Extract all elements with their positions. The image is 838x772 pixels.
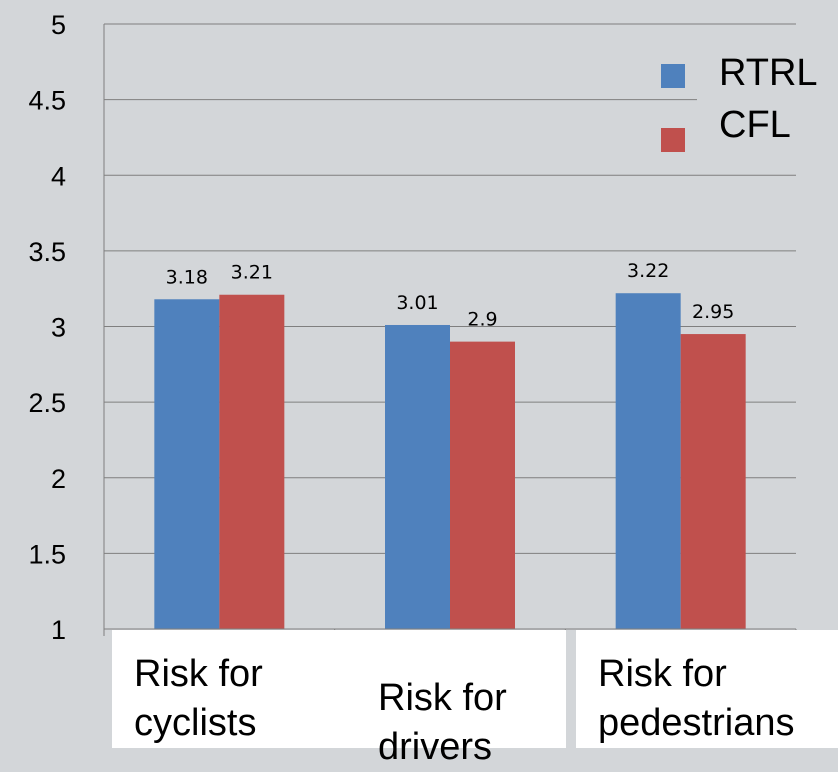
bar-rtrl-0	[154, 299, 220, 629]
category-label-box-drivers: Risk for drivers	[356, 630, 566, 768]
y-tick-label: 1	[51, 615, 66, 645]
data-label: 3.21	[231, 262, 273, 284]
legend-label-rtrl: RTRL	[719, 52, 818, 94]
data-label: 3.01	[396, 292, 438, 314]
data-label: 2.9	[467, 309, 497, 331]
data-labels: 3.18 3.21 3.01 2.9 3.22 2.95	[166, 260, 735, 330]
axes: 1 1.5 2 2.5 3 3.5 4 4.5 5	[28, 10, 797, 645]
category-label-box-cyclists: Risk for cyclists	[112, 630, 356, 748]
category-label-box-pedestrians: Risk for pedestrians	[576, 630, 838, 748]
bar-cfl-0	[219, 294, 285, 629]
chart-plot-area: 1 1.5 2 2.5 3 3.5 4 4.5 5 3.18 3.21 3.01 2.9 3.22 2.9…	[28, 10, 797, 645]
category-label-drivers: Risk for drivers	[378, 677, 507, 768]
legend-label-cfl: CFL	[719, 104, 791, 146]
data-label: 3.18	[166, 266, 208, 288]
legend-swatch-cfl	[661, 128, 685, 152]
y-tick-label: 2	[51, 464, 66, 494]
y-tick-label: 4	[51, 161, 66, 191]
category-label-cyclists: Risk for cyclists	[134, 653, 263, 744]
bar-cfl-1	[450, 341, 515, 629]
category-label-pedestrians: Risk for pedestrians	[598, 653, 795, 744]
data-label: 3.22	[627, 260, 669, 282]
y-tick-label: 4.5	[28, 86, 66, 116]
y-tick-label: 5	[51, 10, 66, 40]
y-tick-label: 2.5	[28, 388, 66, 418]
bar-rtrl-2	[615, 293, 681, 629]
bar-cfl-2	[680, 334, 746, 629]
chart: 1 1.5 2 2.5 3 3.5 4 4.5 5 3.18 3.21 3.01 2.9 3.22 2.9…	[28, 10, 838, 768]
legend: RTRL CFL	[661, 40, 838, 157]
y-tick-label: 3.5	[28, 237, 66, 267]
y-tick-label: 3	[51, 313, 66, 343]
legend-swatch-rtrl	[661, 64, 685, 88]
y-tick-label: 1.5	[28, 539, 66, 569]
bars	[154, 293, 746, 629]
data-label: 2.95	[692, 301, 734, 323]
bar-rtrl-1	[385, 324, 450, 629]
